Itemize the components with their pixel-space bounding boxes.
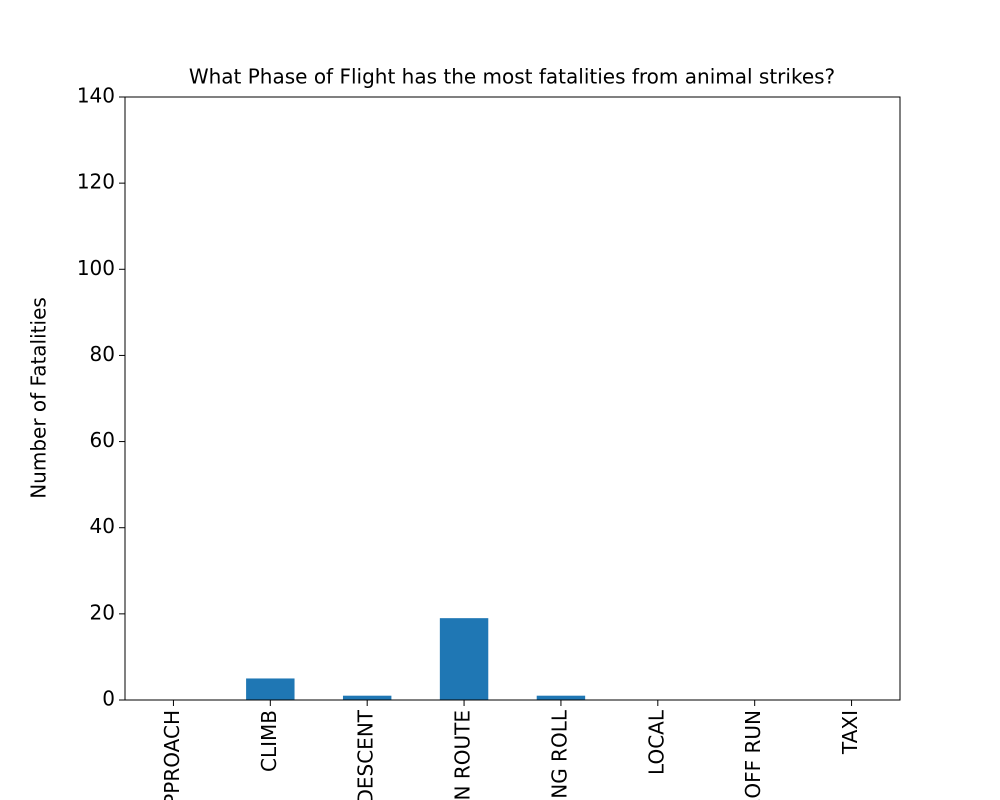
x-tick-label: TAXI [838,710,862,755]
y-tick-label: 0 [102,687,115,711]
y-tick-label: 120 [77,170,115,194]
x-tick-label: LANDING ROLL [547,709,571,800]
plot-frame [124,96,901,701]
x-tick-label: TAKEOFF RUN [741,710,765,800]
y-axis-label: Number of Fatalities [27,297,51,499]
y-tick-label: 20 [90,600,115,624]
y-tick-label: 60 [90,428,115,452]
y-tick-label: 100 [77,256,115,280]
x-tick-label: LOCAL [644,709,668,775]
x-tick-label: APPROACH [160,710,184,800]
bar [342,695,392,700]
bar [439,618,489,700]
y-tick-label: 80 [90,342,115,366]
bar [246,678,295,700]
chart-title: What Phase of Flight has the most fatali… [189,65,835,89]
y-tick-label: 40 [90,514,115,538]
x-tick-label: EN ROUTE [451,710,475,800]
y-tick-label: 140 [77,84,115,108]
bar [536,695,586,700]
x-tick-label: DESCENT [354,709,378,800]
x-tick-label: CLIMB [257,710,281,772]
